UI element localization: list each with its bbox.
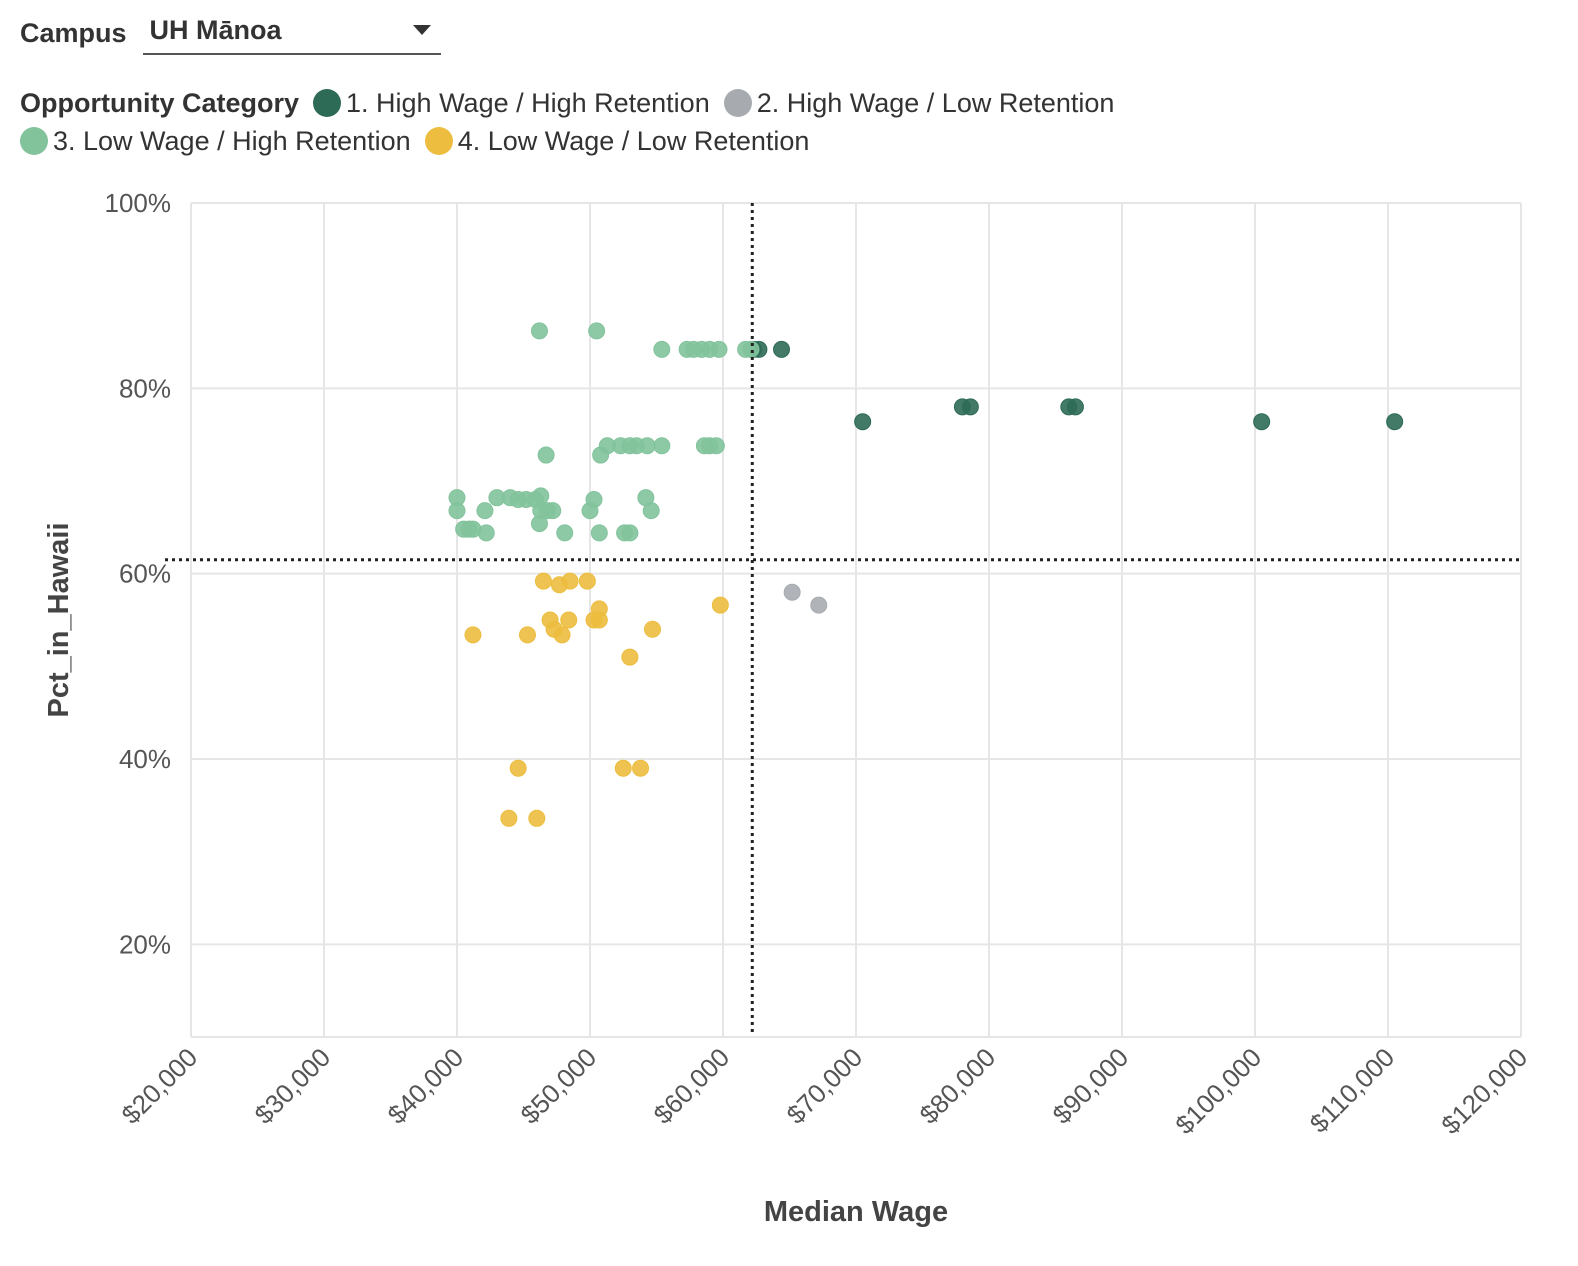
data-point[interactable] xyxy=(509,759,527,777)
data-point[interactable] xyxy=(621,524,639,542)
data-point[interactable] xyxy=(638,437,656,455)
reference-lines xyxy=(165,203,1521,1033)
x-tick-label: $100,000 xyxy=(1169,1042,1267,1140)
x-tick-label: $80,000 xyxy=(914,1042,1002,1130)
data-point[interactable] xyxy=(590,524,608,542)
x-tick-label: $40,000 xyxy=(382,1042,470,1130)
campus-filter: Campus UH Mānoa xyxy=(20,10,441,56)
legend: Opportunity Category 1. High Wage / High… xyxy=(20,84,1240,160)
y-tick-label: 80% xyxy=(119,373,171,403)
data-point[interactable] xyxy=(810,596,828,614)
x-tick-labels: $20,000 $30,000 $40,000 $50,000 $60,000 $70,0… xyxy=(116,1042,1534,1140)
data-point[interactable] xyxy=(1066,398,1084,416)
gridlines xyxy=(190,202,1522,1038)
data-point[interactable] xyxy=(532,487,550,505)
x-tick-label: $120,000 xyxy=(1435,1042,1533,1140)
x-tick-label: $20,000 xyxy=(116,1042,204,1130)
data-point[interactable] xyxy=(653,437,671,455)
data-point[interactable] xyxy=(1386,413,1404,431)
data-point[interactable] xyxy=(464,626,482,644)
legend-item-label: 3. Low Wage / High Retention xyxy=(53,125,411,156)
data-point[interactable] xyxy=(710,340,728,358)
x-tick-label: $70,000 xyxy=(781,1042,869,1130)
data-point[interactable] xyxy=(632,759,650,777)
data-point[interactable] xyxy=(518,626,536,644)
legend-swatch-icon xyxy=(20,127,48,155)
data-point[interactable] xyxy=(711,596,729,614)
x-tick-label: $50,000 xyxy=(515,1042,603,1130)
legend-item-label: 2. High Wage / Low Retention xyxy=(756,87,1115,118)
legend-item-label: 4. Low Wage / Low Retention xyxy=(457,125,810,156)
data-point[interactable] xyxy=(592,446,610,464)
legend-swatch-icon xyxy=(424,127,453,155)
legend-title: Opportunity Category xyxy=(20,87,300,118)
data-point[interactable] xyxy=(854,413,872,431)
campus-dropdown-value: UH Mānoa xyxy=(149,15,282,45)
data-point[interactable] xyxy=(528,809,546,827)
y-tick-label: 40% xyxy=(119,744,171,774)
data-point[interactable] xyxy=(556,524,574,542)
data-point[interactable] xyxy=(534,572,552,590)
data-point[interactable] xyxy=(537,446,555,464)
data-point[interactable] xyxy=(961,398,979,416)
x-tick-label: $90,000 xyxy=(1047,1042,1135,1130)
data-point[interactable] xyxy=(500,809,518,827)
data-point[interactable] xyxy=(477,524,495,542)
y-tick-label: 100% xyxy=(105,188,172,218)
data-point[interactable] xyxy=(581,502,599,520)
data-point[interactable] xyxy=(561,572,579,590)
legend-item-low-wage-high-retention[interactable]: 3. Low Wage / High Retention xyxy=(20,126,411,157)
data-point[interactable] xyxy=(590,611,608,629)
data-point[interactable] xyxy=(707,437,725,455)
campus-filter-label: Campus xyxy=(20,17,127,48)
data-point[interactable] xyxy=(1253,413,1271,431)
x-axis-label: Median Wage xyxy=(764,1196,948,1228)
data-point[interactable] xyxy=(544,502,562,520)
legend-item-high-wage-high-retention[interactable]: 1. High Wage / High Retention xyxy=(313,88,710,119)
data-point[interactable] xyxy=(773,340,791,358)
legend-item-low-wage-low-retention[interactable]: 4. Low Wage / Low Retention xyxy=(424,125,810,157)
data-point[interactable] xyxy=(783,583,801,601)
data-point[interactable] xyxy=(476,502,494,520)
data-point[interactable] xyxy=(530,515,548,533)
data-point[interactable] xyxy=(578,572,596,590)
x-tick-label: $60,000 xyxy=(648,1042,736,1130)
y-tick-label: 20% xyxy=(119,929,171,959)
legend-swatch-icon xyxy=(723,89,752,117)
legend-item-label: 1. High Wage / High Retention xyxy=(346,87,710,118)
x-tick-label: $110,000 xyxy=(1304,1042,1401,1139)
data-point[interactable] xyxy=(621,648,639,666)
y-axis-label: Pct_in_Hawaii xyxy=(43,522,75,717)
data-point[interactable] xyxy=(644,620,662,638)
data-point[interactable] xyxy=(530,322,548,340)
data-point[interactable] xyxy=(448,502,466,520)
data-point[interactable] xyxy=(614,759,632,777)
y-tick-label: 60% xyxy=(119,559,171,589)
data-point[interactable] xyxy=(553,626,571,644)
data-point[interactable] xyxy=(588,322,606,340)
data-point[interactable] xyxy=(642,502,660,520)
data-point[interactable] xyxy=(560,611,578,629)
chevron-down-icon[interactable] xyxy=(412,25,431,35)
legend-item-high-wage-low-retention[interactable]: 2. High Wage / Low Retention xyxy=(723,87,1115,119)
y-tick-labels: 20% 40% 60% 80% 100% xyxy=(105,188,172,959)
x-tick-label: $30,000 xyxy=(249,1042,337,1130)
legend-swatch-icon xyxy=(313,89,342,117)
data-points xyxy=(448,322,1404,827)
data-point[interactable] xyxy=(653,340,671,358)
campus-dropdown[interactable]: UH Mānoa xyxy=(142,11,441,55)
